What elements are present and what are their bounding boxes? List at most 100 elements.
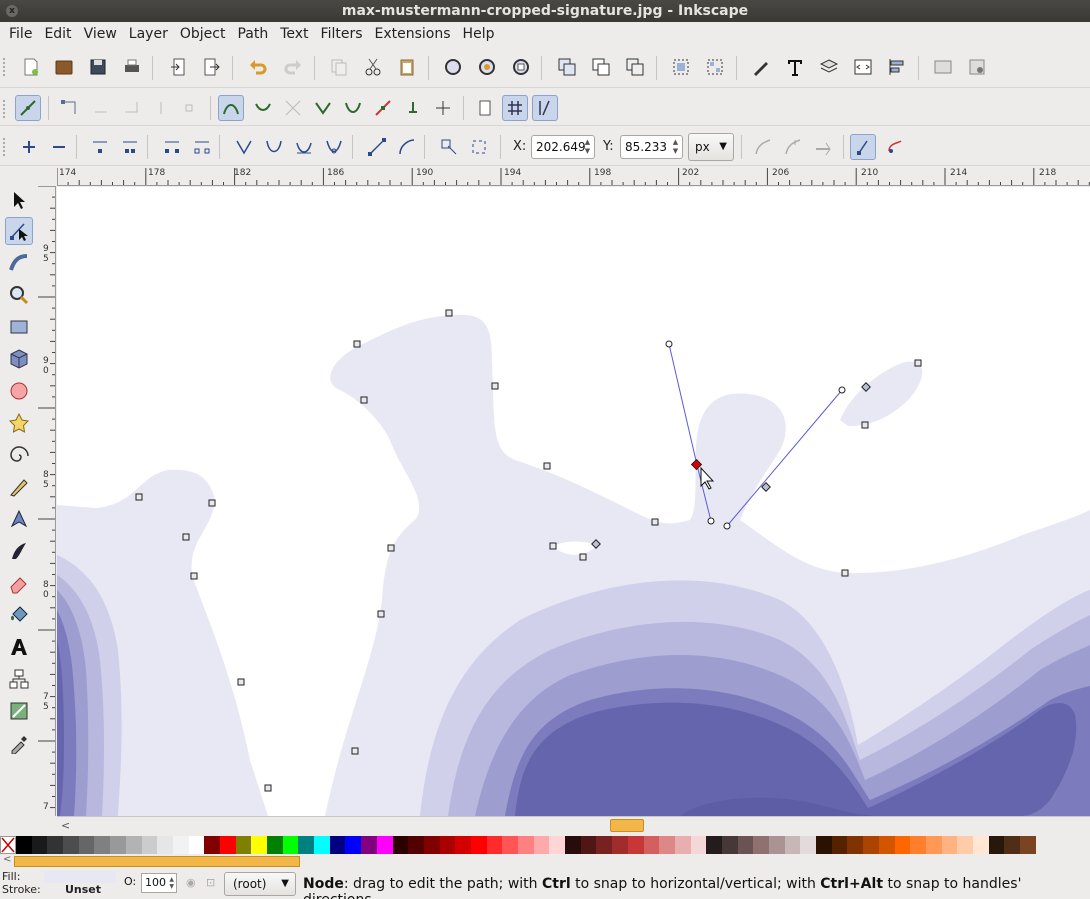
group-icon[interactable] bbox=[668, 54, 694, 80]
color-swatch[interactable] bbox=[63, 836, 79, 854]
show-path-outline-icon[interactable] bbox=[882, 134, 908, 160]
unit-select[interactable]: px ▼ bbox=[688, 133, 734, 161]
color-swatch[interactable] bbox=[94, 836, 111, 854]
color-swatch[interactable] bbox=[816, 836, 832, 854]
color-swatch[interactable] bbox=[800, 836, 817, 854]
color-swatch[interactable] bbox=[267, 836, 283, 854]
color-swatch[interactable] bbox=[580, 836, 597, 854]
color-swatch[interactable] bbox=[361, 836, 377, 854]
color-swatch[interactable] bbox=[502, 836, 518, 854]
vertical-ruler[interactable]: 9 5 9 0 8 5 8 0 7 5 7 bbox=[38, 186, 56, 816]
cut-icon[interactable] bbox=[360, 54, 386, 80]
zoom-selection-icon[interactable] bbox=[440, 54, 466, 80]
snap-guides-icon[interactable] bbox=[532, 95, 558, 121]
menu-path[interactable]: Path bbox=[237, 26, 269, 42]
delete-segment-icon[interactable] bbox=[189, 134, 215, 160]
ellipse-tool-icon[interactable] bbox=[5, 377, 33, 405]
color-swatch[interactable] bbox=[219, 836, 236, 854]
y-coordinate-field[interactable]: 85.233 ▲ ▼ bbox=[620, 135, 683, 159]
inkscape-preferences-icon[interactable] bbox=[964, 54, 990, 80]
color-swatch[interactable] bbox=[314, 836, 330, 854]
make-symmetric-icon[interactable] bbox=[291, 134, 317, 160]
export-icon[interactable] bbox=[198, 54, 224, 80]
color-swatch[interactable] bbox=[110, 836, 126, 854]
delete-node-icon[interactable] bbox=[46, 134, 72, 160]
color-swatch[interactable] bbox=[612, 836, 628, 854]
color-swatch[interactable] bbox=[565, 836, 581, 854]
color-swatch[interactable] bbox=[172, 836, 189, 854]
drawing-canvas[interactable] bbox=[57, 187, 1090, 816]
color-swatch[interactable] bbox=[910, 836, 926, 854]
color-swatch[interactable] bbox=[549, 836, 566, 854]
color-swatch[interactable] bbox=[298, 836, 315, 854]
color-swatch[interactable] bbox=[784, 836, 801, 854]
color-swatch[interactable] bbox=[518, 836, 534, 854]
break-path-icon[interactable] bbox=[117, 134, 143, 160]
color-swatch[interactable] bbox=[690, 836, 707, 854]
menu-view[interactable]: View bbox=[83, 26, 117, 42]
save-icon[interactable] bbox=[85, 54, 111, 80]
make-curve-icon[interactable] bbox=[394, 134, 420, 160]
color-swatch[interactable] bbox=[533, 836, 550, 854]
snap-page-border-icon[interactable] bbox=[472, 95, 498, 121]
color-swatch[interactable] bbox=[737, 836, 754, 854]
palette-scroll-thumb[interactable] bbox=[14, 856, 300, 867]
scroll-left-icon[interactable]: < bbox=[61, 819, 71, 832]
menu-edit[interactable]: Edit bbox=[44, 26, 72, 42]
layer-visibility-icon[interactable]: ◉ bbox=[186, 876, 196, 889]
color-swatch[interactable] bbox=[392, 836, 409, 854]
make-smooth-icon[interactable] bbox=[261, 134, 287, 160]
text-tool-icon[interactable] bbox=[5, 633, 33, 661]
snap-enable-icon[interactable] bbox=[15, 95, 41, 121]
color-swatch[interactable] bbox=[706, 836, 722, 854]
color-swatch[interactable] bbox=[1004, 836, 1020, 854]
join-segment-icon[interactable] bbox=[159, 134, 185, 160]
color-swatch[interactable] bbox=[957, 836, 973, 854]
color-swatch[interactable] bbox=[408, 836, 424, 854]
color-swatch[interactable] bbox=[376, 836, 393, 854]
node-handles[interactable] bbox=[665, 340, 846, 530]
tweak-tool-icon[interactable] bbox=[5, 249, 33, 277]
color-swatch[interactable] bbox=[769, 836, 785, 854]
color-swatch[interactable] bbox=[925, 836, 942, 854]
color-swatch[interactable] bbox=[972, 836, 989, 854]
toolbar-grip[interactable] bbox=[3, 138, 7, 156]
color-swatch[interactable] bbox=[863, 836, 879, 854]
eraser-tool-icon[interactable] bbox=[5, 569, 33, 597]
color-swatch[interactable] bbox=[878, 836, 895, 854]
document-properties-icon[interactable] bbox=[930, 54, 956, 80]
selector-tool-icon[interactable] bbox=[5, 186, 33, 214]
stroke-value[interactable]: Unset bbox=[65, 883, 102, 896]
dropper-tool-icon[interactable] bbox=[5, 729, 33, 757]
zoom-tool-icon[interactable] bbox=[5, 281, 33, 309]
text-font-icon[interactable] bbox=[782, 54, 808, 80]
open-document-icon[interactable] bbox=[51, 54, 77, 80]
calligraphy-tool-icon[interactable] bbox=[5, 537, 33, 565]
scrollbar-thumb[interactable] bbox=[610, 819, 644, 832]
clone-icon[interactable] bbox=[588, 54, 614, 80]
make-line-icon[interactable] bbox=[364, 134, 390, 160]
color-swatch[interactable] bbox=[596, 836, 613, 854]
color-swatch[interactable] bbox=[125, 836, 142, 854]
snap-paths-icon[interactable] bbox=[250, 95, 276, 121]
color-swatch[interactable] bbox=[16, 836, 32, 854]
spin-arrows-icon[interactable]: ▲ ▼ bbox=[169, 876, 174, 890]
color-swatch[interactable] bbox=[157, 836, 173, 854]
color-swatch[interactable] bbox=[141, 836, 158, 854]
snap-bbox-icon[interactable] bbox=[56, 95, 82, 121]
ungroup-icon[interactable] bbox=[702, 54, 728, 80]
x-coordinate-field[interactable]: 202.649 ▲ ▼ bbox=[531, 135, 595, 159]
gradient-tool-icon[interactable] bbox=[5, 697, 33, 725]
object-to-path-icon[interactable] bbox=[436, 134, 462, 160]
menu-extensions[interactable]: Extensions bbox=[374, 26, 451, 42]
color-swatch[interactable] bbox=[439, 836, 456, 854]
print-icon[interactable] bbox=[119, 54, 145, 80]
snap-cusp-nodes-icon[interactable] bbox=[310, 95, 336, 121]
rectangle-tool-icon[interactable] bbox=[5, 313, 33, 341]
color-swatch[interactable] bbox=[204, 836, 220, 854]
show-transform-handles-icon[interactable] bbox=[850, 134, 876, 160]
color-swatch[interactable] bbox=[282, 836, 299, 854]
pencil-tool-icon[interactable] bbox=[5, 473, 33, 501]
stroke-to-path-icon[interactable] bbox=[466, 134, 492, 160]
path-nodes[interactable] bbox=[135, 309, 922, 792]
